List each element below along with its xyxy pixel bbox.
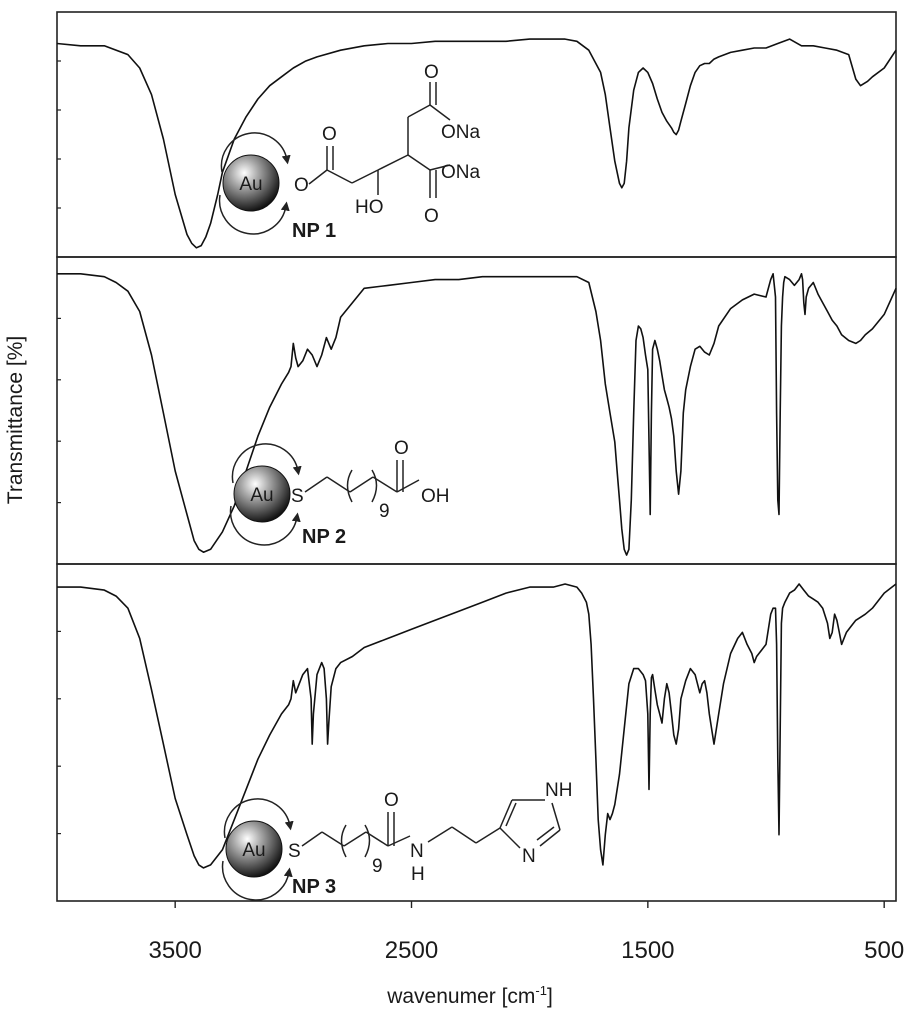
x-axis-title-end: ]	[547, 985, 553, 1008]
x-tick-label: 2500	[385, 937, 438, 964]
rotation-arrow-top-np2	[231, 443, 302, 484]
bond	[372, 476, 398, 493]
au-label-np1: Au	[239, 174, 262, 195]
bond	[377, 154, 409, 171]
bond	[407, 154, 431, 171]
rotation-arrow-top-np3	[223, 798, 294, 839]
panel-frame-np3	[56, 563, 897, 902]
carbonyl-oxygen-left-np1: O	[322, 124, 337, 145]
bond	[321, 831, 345, 847]
ester-oxygen-np1: O	[294, 175, 309, 196]
spectrum-line-np3	[57, 583, 897, 869]
carbonyl-oxygen-bottom-np1: O	[424, 206, 439, 227]
sodium-carboxylate-top-np1: ONa	[441, 122, 481, 143]
bond	[304, 476, 328, 493]
rotation-arrow-bottom-np1	[218, 194, 290, 235]
carbonyl-oxygen-top-np1: O	[424, 62, 439, 83]
y-axis-title: Transmittance [%]	[4, 336, 27, 504]
bond	[551, 802, 561, 831]
carbonyl-oxygen-np3: O	[384, 790, 399, 811]
bond	[351, 169, 379, 184]
bond	[539, 829, 561, 847]
x-tick-label: 3500	[148, 937, 201, 964]
x-axis-title-main: wavenumer [cm	[386, 985, 535, 1008]
bond	[451, 826, 477, 844]
imidazole-n-label-np3: N	[522, 846, 536, 867]
bond	[365, 831, 389, 847]
bond	[308, 169, 328, 185]
repeat-count-np2: 9	[379, 501, 390, 522]
bond	[475, 827, 501, 844]
spectrum-line-np1	[56, 38, 897, 249]
bond	[429, 164, 451, 171]
au-nanoparticle-np3	[225, 820, 283, 878]
bond	[396, 479, 420, 493]
x-tick-label: 1500	[621, 937, 674, 964]
amide-hydrogen-np3: H	[411, 864, 425, 885]
sulfur-label-np3: S	[288, 841, 301, 862]
hydroxyl-label-np1: HO	[355, 197, 384, 218]
au-label-np3: Au	[242, 840, 265, 861]
bond	[349, 476, 374, 493]
bond	[326, 169, 353, 184]
rotation-arrow-bottom-np3	[221, 860, 293, 901]
sulfur-label-np2: S	[291, 486, 304, 507]
au-nanoparticle-np2	[233, 465, 291, 523]
np1-structure: Au O O HO O ONa ONa O NP 1	[218, 62, 481, 242]
rotation-arrow-top-np1	[220, 132, 291, 173]
x-axis-title: wavenumer [cm-1]	[386, 983, 553, 1008]
np3-label: NP 3	[292, 876, 336, 898]
spectrum-line-np2	[57, 273, 897, 556]
rotation-arrow-bottom-np2	[229, 505, 301, 546]
np2-structure: Au S 9 O OH NP 2	[229, 438, 450, 548]
bond	[429, 104, 451, 121]
repeat-count-np3: 9	[372, 856, 383, 877]
x-axis-title-superscript: -1	[535, 983, 547, 998]
carbonyl-oxygen-np2: O	[394, 438, 409, 459]
bond	[536, 826, 555, 841]
repeat-bracket-left-np3	[340, 824, 347, 858]
bond	[427, 826, 453, 843]
hydroxyl-label-np2: OH	[421, 486, 450, 507]
bond	[505, 802, 517, 827]
np1-label: NP 1	[292, 220, 336, 242]
bond	[326, 476, 351, 493]
bond	[499, 827, 521, 849]
repeat-bracket-right-np3	[364, 824, 371, 858]
x-tick-label: 500	[864, 937, 904, 964]
x-axis-ticks: 3500 2500 1500 500	[57, 60, 904, 964]
repeat-bracket-left-np2	[346, 469, 353, 503]
repeat-bracket-right-np2	[371, 469, 378, 503]
bond	[301, 831, 323, 847]
bond	[343, 831, 367, 847]
bond	[387, 835, 411, 847]
au-label-np2: Au	[250, 485, 273, 506]
imidazole-nh-label-np3: NH	[545, 780, 572, 801]
bond	[499, 799, 513, 829]
np3-structure: Au S 9 O N H NH N NP 3	[221, 780, 572, 901]
au-nanoparticle-np1	[222, 154, 280, 212]
np2-label: NP 2	[302, 526, 346, 548]
amide-nitrogen-np3: N	[410, 841, 424, 862]
sodium-carboxylate-bottom-np1: ONa	[441, 162, 481, 183]
bond	[407, 104, 431, 118]
panel-frame-np2	[56, 256, 897, 565]
